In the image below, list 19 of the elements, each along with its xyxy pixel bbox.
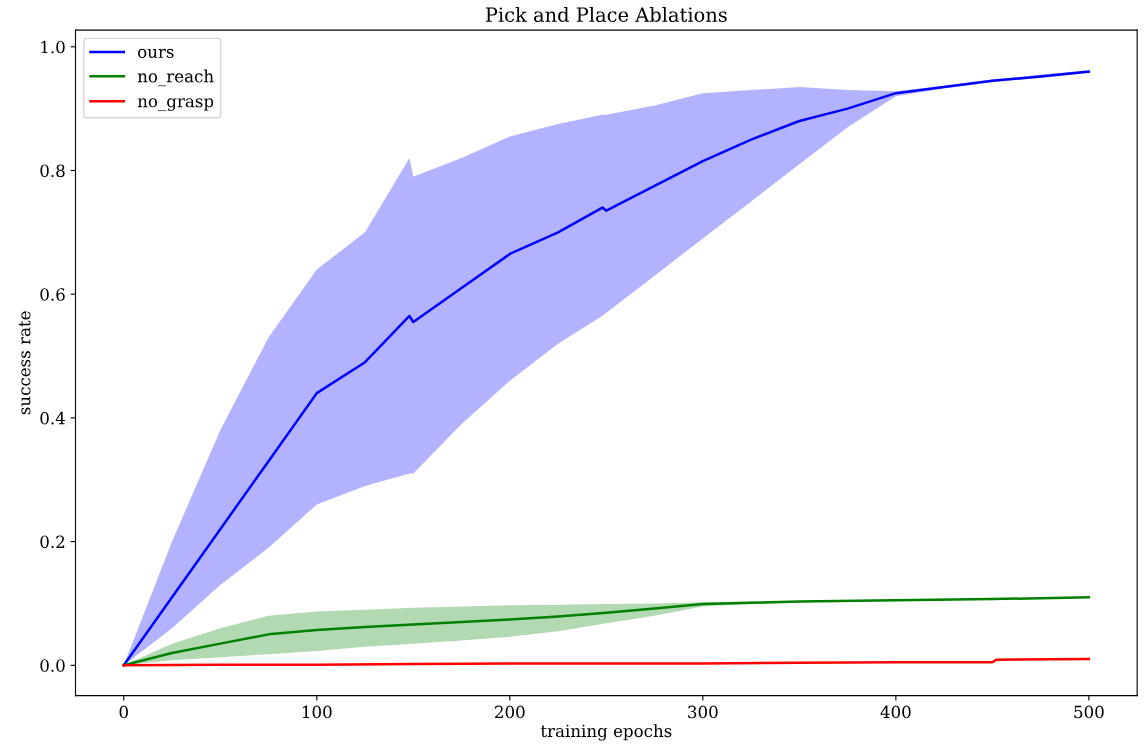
- y-tick-label: 0.6: [40, 288, 65, 301]
- x-tick-label: 100: [302, 705, 332, 719]
- legend-label: ours: [138, 48, 174, 58]
- x-tick-label: 0: [119, 705, 128, 719]
- y-axis-title: success rate: [18, 311, 31, 415]
- legend-label: no_reach: [137, 69, 214, 87]
- x-tick-label: 300: [688, 705, 718, 719]
- y-tick-label: 0.2: [40, 535, 65, 549]
- line-series: [122, 657, 1091, 667]
- y-tick-label: 0.4: [40, 411, 65, 425]
- legend-label: no_grasp: [137, 98, 214, 112]
- x-tick-label: 400: [880, 705, 911, 719]
- chart-title: Pick and Place Ablations: [485, 6, 727, 23]
- x-tick-label: 200: [495, 705, 525, 719]
- x-tick-label: 500: [1074, 705, 1104, 719]
- y-tick-label: 0.0: [40, 659, 65, 672]
- y-tick-label: 0.8: [40, 164, 65, 178]
- y-tick-label: 1.0: [41, 40, 65, 54]
- x-axis-title: training epochs: [540, 724, 672, 741]
